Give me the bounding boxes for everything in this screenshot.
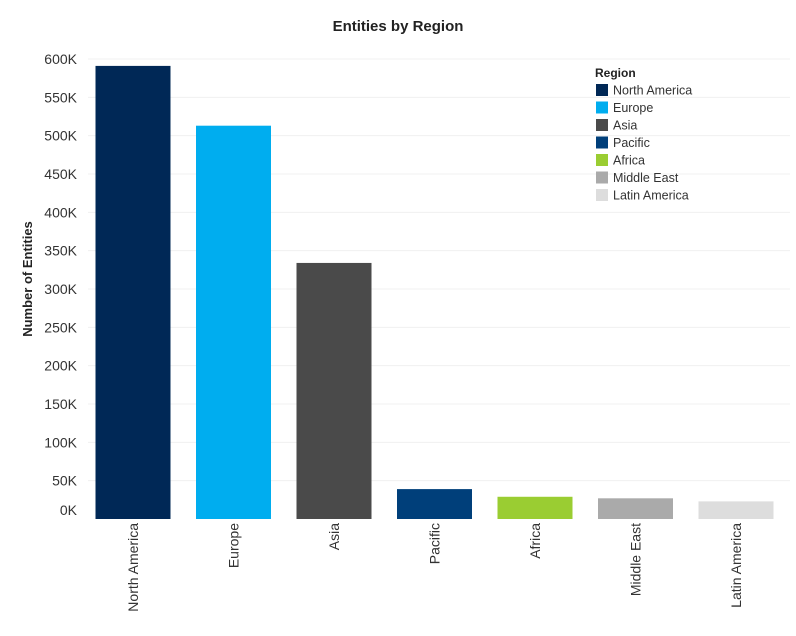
x-tick-label: Europe [226, 523, 242, 568]
x-tick-label: Middle East [628, 523, 644, 596]
grid-lines [88, 58, 790, 482]
x-axis-ticks: North America Europe Asia Pacific Africa Midd… [125, 523, 744, 612]
legend-entry: Europe [613, 101, 653, 115]
bar-europe [196, 125, 271, 519]
bar-north-america [95, 65, 171, 520]
legend-entry: Pacific [613, 136, 650, 150]
legend-entry: Africa [613, 154, 645, 168]
y-tick-label: 300K [44, 281, 77, 297]
x-tick-label: Latin America [728, 523, 744, 608]
legend-swatch [596, 84, 608, 96]
y-tick-label: 350K [44, 243, 77, 259]
y-tick-label: 150K [44, 396, 77, 412]
bar-middle-east [598, 498, 673, 519]
y-tick-label: 500K [44, 128, 77, 144]
bars [95, 65, 774, 520]
y-tick-label: 550K [44, 89, 77, 105]
legend: Region North America Europe Asia Pacific Afr… [595, 66, 692, 203]
legend-swatch [596, 119, 608, 131]
y-tick-label: 250K [44, 319, 77, 335]
x-tick-label: North America [125, 523, 141, 612]
x-tick-label: Asia [326, 523, 342, 550]
bar-asia [296, 262, 372, 519]
x-tick-label: Pacific [427, 523, 443, 564]
y-tick-label: 200K [44, 358, 77, 374]
y-tick-label: 50K [52, 473, 78, 489]
y-tick-label: 600K [44, 51, 77, 67]
y-tick-label: 100K [44, 434, 77, 450]
y-axis-ticks: 0K 50K 100K 150K 200K 250K 300K 350K 400K 450K 500… [44, 51, 77, 518]
legend-title: Region [595, 66, 636, 80]
y-tick-label: 450K [44, 166, 77, 182]
y-tick-label: 400K [44, 204, 77, 220]
legend-entry: North America [613, 84, 692, 98]
x-tick-label: Africa [527, 523, 543, 559]
legend-swatch [596, 101, 608, 114]
chart-title: Entities by Region [333, 18, 464, 35]
legend-swatch [596, 189, 608, 201]
legend-swatch [596, 154, 608, 166]
legend-entry: Latin America [613, 189, 689, 203]
bar-africa [497, 496, 573, 519]
bar-pacific [397, 489, 472, 519]
y-axis-label: Number of Entities [20, 221, 35, 337]
bar-latin-america [698, 501, 774, 519]
legend-entry: Middle East [613, 171, 679, 185]
legend-swatch [596, 136, 608, 149]
legend-entry: Asia [613, 119, 637, 133]
y-tick-label: 0K [60, 502, 78, 518]
legend-swatch [596, 171, 608, 184]
